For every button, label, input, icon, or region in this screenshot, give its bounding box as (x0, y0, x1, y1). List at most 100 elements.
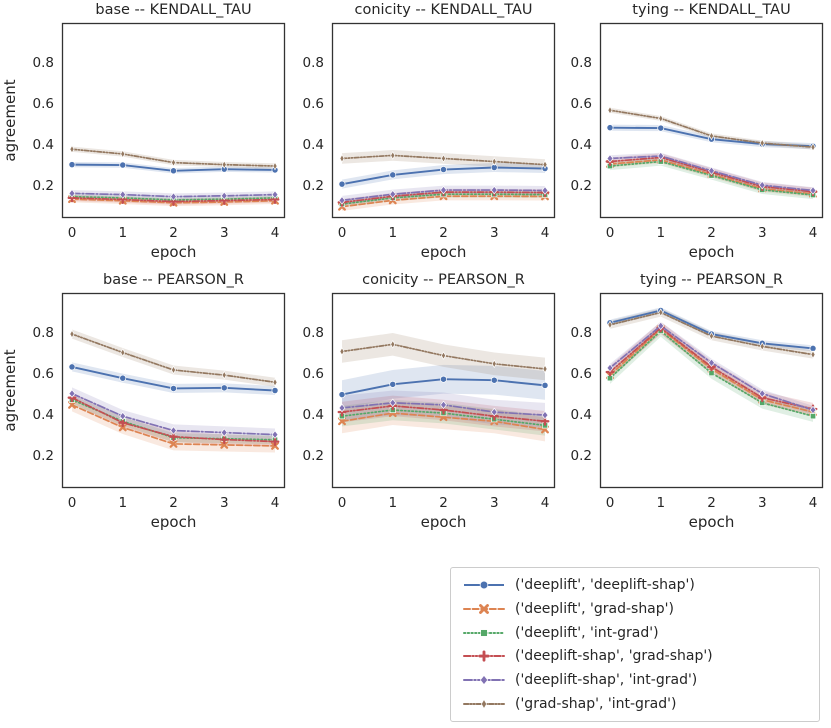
x-tick-label: 2 (439, 225, 448, 241)
marker-circle (490, 376, 498, 384)
x-tick-label: 4 (809, 495, 818, 511)
y-tick-label: 0.4 (571, 137, 592, 153)
y-tick-label: 0.8 (571, 325, 592, 341)
x-tick-label: 1 (388, 225, 397, 241)
marker-thin-diamond (272, 377, 278, 387)
marker-thin-diamond (440, 351, 447, 360)
marker-circle (170, 167, 177, 175)
y-tick-label: 0.8 (33, 55, 54, 71)
marker-x (338, 417, 346, 426)
marker-thin-diamond (120, 348, 126, 357)
marker-diamond (541, 186, 549, 195)
x-tick-label: 4 (541, 225, 550, 241)
marker-thin-diamond (339, 154, 345, 163)
y-tick-label: 0.2 (571, 448, 592, 464)
marker-thin-diamond (390, 151, 396, 160)
chart-canvas-base-pearson-r: 0.2 0.4 0.6 0.8 0 1 2 3 4 agreement (1, 292, 286, 511)
y-tick-label: 0.4 (33, 137, 54, 153)
marker-thin-diamond (120, 149, 126, 159)
series-grad-shap--int-grad (339, 340, 548, 374)
x-tick-label: 1 (118, 225, 127, 241)
marker-thin-diamond (221, 160, 227, 169)
x-axis-label: epoch (150, 243, 197, 261)
marker-diamond (606, 363, 614, 373)
x-tick-label: 1 (388, 495, 397, 511)
marker-circle (440, 166, 447, 174)
marker-circle (170, 384, 177, 392)
marker-diamond (479, 675, 489, 686)
marker-thin-diamond (759, 342, 765, 351)
marker-diamond (708, 166, 715, 176)
marker-diamond (657, 151, 665, 161)
marker-thin-diamond (658, 308, 664, 317)
y-tick-label: 0.2 (303, 178, 324, 194)
marker-diamond (440, 400, 447, 410)
x-tick-label: 0 (68, 225, 77, 241)
marker-diamond (490, 185, 498, 195)
marker-x (118, 423, 127, 432)
marker-thin-diamond (221, 370, 227, 380)
chart-canvas-tying-pearson-r: 0.2 0.4 0.6 0.8 0 1 2 3 4 (571, 292, 824, 511)
legend-item-deeplift-shap--grad-shap: ('deeplift-shap', 'grad-shap') (463, 644, 807, 668)
marker-circle (389, 171, 397, 179)
x-tick-label: 2 (169, 495, 178, 511)
legend-line-marker-icon (463, 698, 505, 710)
marker-square (480, 628, 488, 637)
marker-thin-diamond (542, 364, 548, 374)
x-tick-label: 3 (758, 225, 767, 241)
x-tick-label: 1 (118, 495, 127, 511)
series-deeplift--deeplift-shap (338, 164, 549, 188)
legend-item-label: ('grad-shap', 'int-grad') (515, 696, 677, 713)
x-tick-label: 3 (490, 225, 499, 241)
subplot-title: base -- PEARSON_R (103, 272, 244, 288)
legend-item-label: ('deeplift', 'grad-shap') (515, 600, 674, 617)
marker-x (220, 440, 229, 449)
x-tick-label: 2 (169, 225, 178, 241)
y-tick-label: 0.6 (571, 366, 592, 382)
y-tick-label: 0.8 (571, 55, 592, 71)
y-tick-label: 0.8 (303, 55, 324, 71)
x-axis-label: epoch (420, 243, 467, 261)
marker-circle (541, 381, 549, 389)
subplot-base-pearson-r: base -- PEARSON_R 0.2 0.4 0.6 0.8 0 1 2 3 4 agree… (1, 272, 286, 531)
y-tick-label: 0.2 (303, 448, 324, 464)
marker-thin-diamond (440, 154, 447, 163)
y-tick-label: 0.2 (33, 448, 54, 464)
legend-item-deeplift--grad-shap: ('deeplift', 'grad-shap') (463, 597, 807, 621)
x-tick-label: 2 (439, 495, 448, 511)
marker-thin-diamond (491, 157, 497, 166)
marker-circle (271, 387, 279, 394)
marker-diamond (119, 190, 127, 199)
marker-diamond (657, 321, 665, 331)
series-grad-shap--int-grad (607, 308, 816, 359)
chart-canvas-conicity-pearson-r: 0.2 0.4 0.6 0.8 0 1 2 3 4 (303, 292, 556, 511)
x-axis-label: epoch (420, 513, 467, 531)
legend-item-label: ('deeplift', 'int-grad') (515, 624, 659, 641)
confidence-band-deeplift-shap--int-grad (72, 387, 275, 441)
plot-border (61, 22, 286, 219)
marker-diamond (389, 398, 397, 408)
y-tick-label: 0.6 (571, 96, 592, 112)
legend-line-marker-icon (463, 603, 505, 614)
marker-thin-diamond (708, 331, 715, 341)
series-deeplift--deeplift-shap (68, 363, 279, 394)
series-grad-shap--int-grad (69, 144, 278, 171)
marker-thin-diamond (759, 138, 765, 148)
marker-thin-diamond (480, 698, 488, 710)
marker-diamond (490, 407, 498, 417)
marker-thin-diamond (170, 365, 177, 375)
marker-thin-diamond (69, 329, 75, 339)
y-tick-label: 0.4 (33, 407, 54, 423)
marker-thin-diamond (491, 359, 497, 369)
y-tick-label: 0.6 (303, 366, 324, 382)
y-axis-label: agreement (1, 79, 19, 161)
marker-plus (270, 437, 280, 447)
plot-border (61, 292, 286, 489)
subplot-title: conicity -- KENDALL_TAU (354, 2, 533, 18)
x-tick-label: 0 (606, 225, 615, 241)
legend-item-deeplift--int-grad: ('deeplift', 'int-grad') (463, 621, 807, 645)
marker-thin-diamond (69, 144, 75, 154)
marker-x (169, 439, 178, 448)
marker-diamond (606, 154, 614, 163)
plot-border (331, 22, 556, 219)
